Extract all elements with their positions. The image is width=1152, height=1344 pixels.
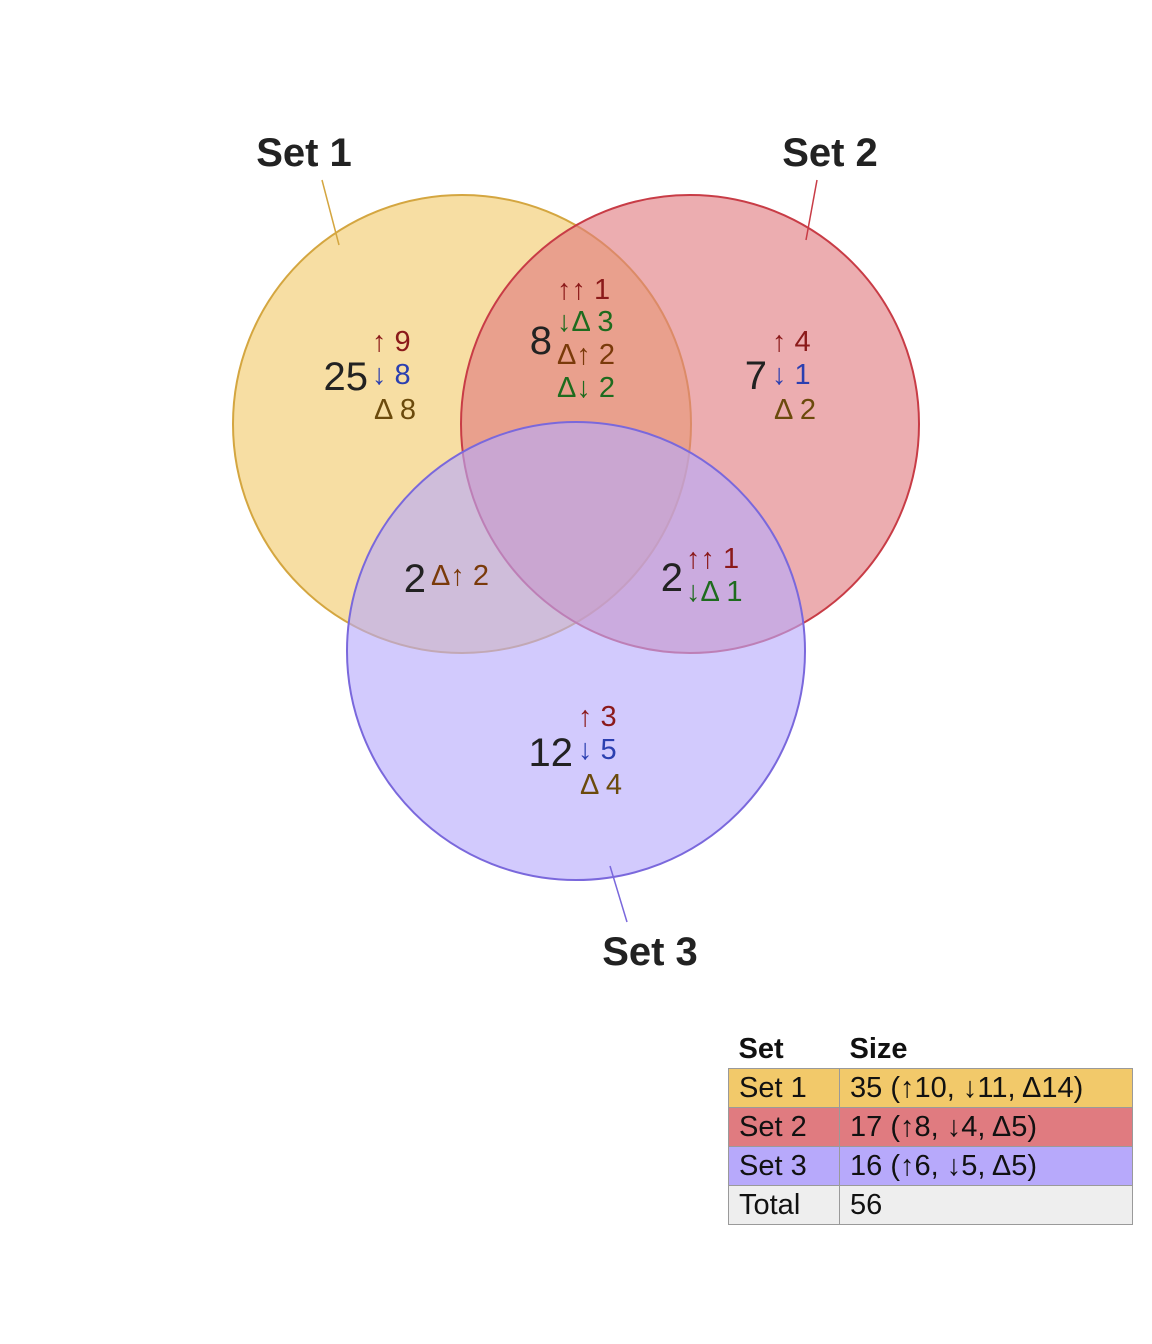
region-set1-set2-count: 8: [530, 319, 552, 363]
region-set2-set3-line1: ↑↑ 1: [686, 543, 739, 575]
legend-header-size: Size: [849, 1032, 908, 1065]
region-set1-set2: 8 ↑↑ 1 ↓Δ 3 Δ↑ 2 Δ↓ 2: [530, 274, 615, 404]
region-set2-only-down: ↓ 1: [772, 359, 811, 391]
legend-row: Set 2 17 (↑8, ↓4, Δ5): [728, 1107, 1133, 1147]
region-set2-set3: 2 ↑↑ 1 ↓Δ 1: [661, 543, 743, 608]
region-set1-only-count: 25: [324, 355, 369, 399]
region-set1-set2-line4: Δ↓ 2: [557, 372, 615, 404]
legend-row-set: Set 1: [728, 1068, 840, 1108]
legend-row-size: 17 (↑8, ↓4, Δ5): [839, 1107, 1133, 1147]
set1-leader-line: [321, 179, 340, 246]
region-set1-set3-count: 2: [404, 557, 426, 601]
region-set1-set2-line2: ↓Δ 3: [557, 306, 613, 338]
region-set1-only: 25 ↑ 9 ↓ 8 Δ 8: [324, 326, 416, 426]
set1-label: Set 1: [256, 131, 352, 175]
region-set2-set3-line2: ↓Δ 1: [686, 576, 742, 608]
legend-row-size: 56: [839, 1185, 1133, 1225]
region-set1-set2-line1: ↑↑ 1: [557, 274, 610, 306]
legend-row: Set 1 35 (↑10, ↓11, Δ14): [728, 1068, 1133, 1108]
set3-circle: [346, 421, 806, 881]
region-set3-only-delta: Δ 4: [580, 769, 622, 801]
legend-row: Set 3 16 (↑6, ↓5, Δ5): [728, 1146, 1133, 1186]
legend-row: Total 56: [728, 1185, 1133, 1225]
region-set2-only: 7 ↑ 4 ↓ 1 Δ 2: [745, 326, 816, 426]
set3-label: Set 3: [602, 930, 698, 974]
region-set3-only-down: ↓ 5: [578, 734, 617, 766]
region-set1-set3: 2 Δ↑ 2: [404, 557, 489, 601]
legend-row-set: Set 3: [728, 1146, 840, 1186]
region-set2-only-delta: Δ 2: [774, 394, 816, 426]
legend-header-set: Set: [738, 1032, 784, 1065]
region-set3-only-up: ↑ 3: [578, 701, 617, 733]
legend-row-set: Total: [728, 1185, 840, 1225]
set3-leader-line: [609, 865, 628, 923]
legend-row-set: Set 2: [728, 1107, 840, 1147]
region-set2-only-count: 7: [745, 354, 767, 398]
set2-label: Set 2: [782, 131, 878, 175]
legend-row-size: 16 (↑6, ↓5, Δ5): [839, 1146, 1133, 1186]
region-set1-set3-line1: Δ↑ 2: [431, 560, 489, 592]
legend-table: Set Size Set 1 35 (↑10, ↓11, Δ14) Set 2 …: [728, 1030, 1133, 1225]
venn-diagram: Set 1 Set 2 Set 3 25 ↑ 9 ↓ 8 Δ 8 7 ↑ 4 ↓…: [232, 131, 920, 974]
region-set1-only-up: ↑ 9: [372, 326, 411, 358]
set2-leader-line: [805, 179, 818, 241]
region-set1-only-down: ↓ 8: [372, 359, 411, 391]
legend-row-size: 35 (↑10, ↓11, Δ14): [839, 1068, 1133, 1108]
region-set3-only: 12 ↑ 3 ↓ 5 Δ 4: [529, 701, 622, 801]
region-set2-only-up: ↑ 4: [772, 326, 811, 358]
legend-header-row: Set Size: [729, 1030, 1133, 1069]
region-set1-only-delta: Δ 8: [374, 394, 416, 426]
region-set1-set2-line3: Δ↑ 2: [557, 339, 615, 371]
region-set2-set3-count: 2: [661, 556, 683, 600]
region-set3-only-count: 12: [529, 731, 574, 775]
